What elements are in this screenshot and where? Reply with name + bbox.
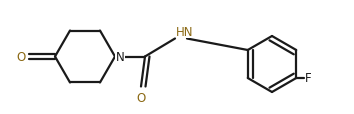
Text: O: O bbox=[137, 91, 146, 104]
Text: HN: HN bbox=[176, 25, 194, 38]
Text: N: N bbox=[116, 51, 125, 63]
Text: F: F bbox=[305, 72, 312, 85]
Text: O: O bbox=[17, 51, 26, 63]
